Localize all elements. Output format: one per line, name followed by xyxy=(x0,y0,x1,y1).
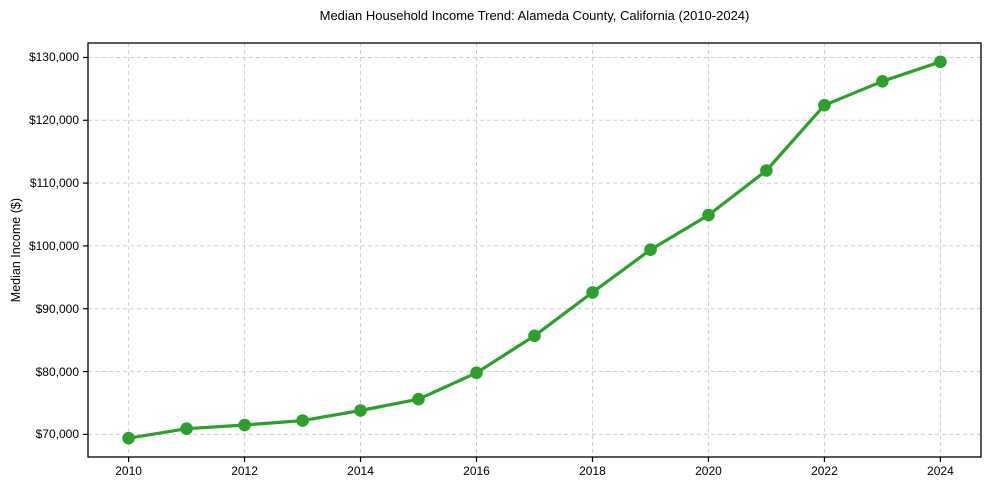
data-point-marker xyxy=(470,366,483,380)
x-tick-label: 2020 xyxy=(695,464,722,478)
data-point-marker xyxy=(354,404,367,417)
data-point-marker xyxy=(296,414,309,427)
x-tick-label: 2012 xyxy=(231,464,258,478)
y-tick-label: $130,000 xyxy=(28,50,79,65)
x-tick-label: 2010 xyxy=(115,464,142,478)
data-point-marker xyxy=(702,208,715,222)
y-tick-label: $80,000 xyxy=(35,364,79,379)
y-tick-label: $100,000 xyxy=(28,238,79,253)
data-point-marker xyxy=(528,329,541,343)
x-tick-label: 2022 xyxy=(811,464,838,478)
data-point-marker xyxy=(760,164,773,177)
data-point-marker xyxy=(586,286,599,299)
chart-title: Median Household Income Trend: Alameda C… xyxy=(319,8,750,23)
data-point-marker xyxy=(180,422,193,436)
income-trend-line xyxy=(127,60,942,440)
y-tick-label: $70,000 xyxy=(35,427,79,442)
y-tick-label: $120,000 xyxy=(28,113,79,128)
x-tick-label: 2016 xyxy=(463,464,490,478)
data-point-marker xyxy=(644,243,657,256)
x-tick-label: 2018 xyxy=(579,464,606,478)
data-point-marker xyxy=(412,392,425,406)
y-tick-label: $90,000 xyxy=(35,301,79,316)
data-point-marker xyxy=(122,431,135,445)
x-tick-label: 2014 xyxy=(347,464,374,478)
plot-border xyxy=(87,42,982,458)
y-tick-label: $110,000 xyxy=(29,176,79,191)
data-point-marker xyxy=(934,55,947,69)
data-point-marker xyxy=(238,418,251,432)
x-tick-label: 2024 xyxy=(927,464,954,478)
data-point-marker xyxy=(876,75,889,88)
data-point-marker xyxy=(818,98,831,112)
